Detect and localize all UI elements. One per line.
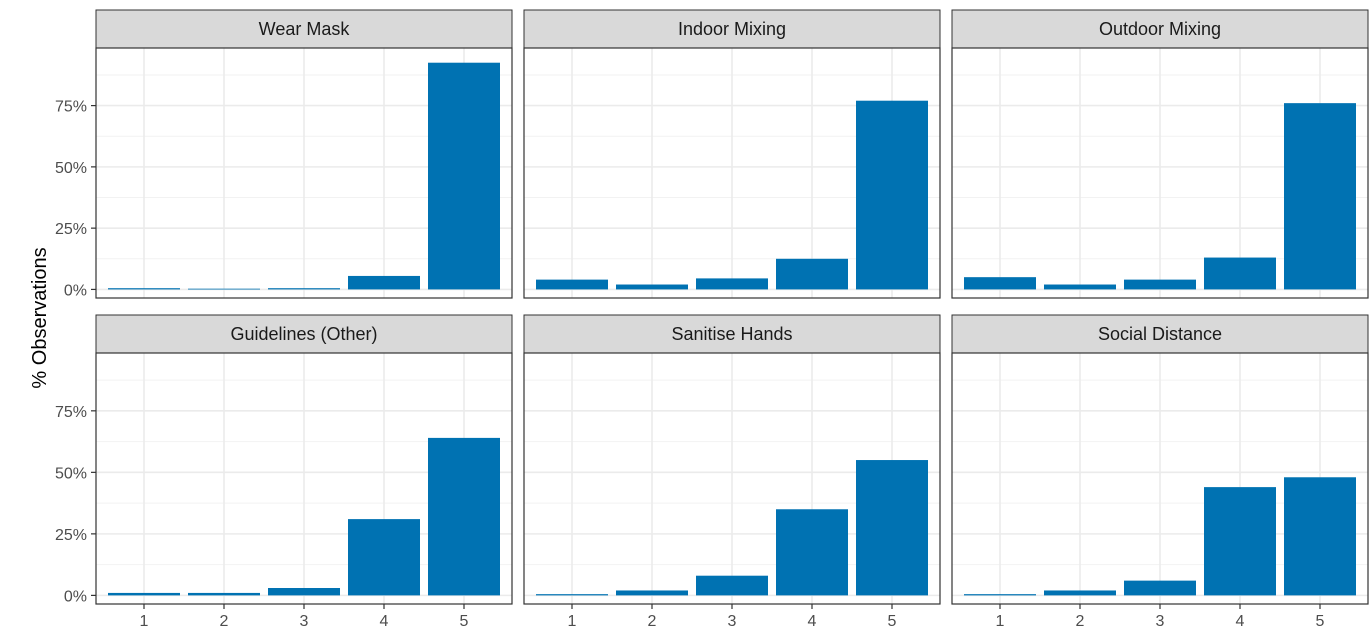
bar <box>1044 590 1116 596</box>
y-tick-label: 25% <box>55 527 87 544</box>
y-tick-label: 50% <box>55 465 87 482</box>
y-tick-label: 75% <box>55 99 87 116</box>
panel-border <box>523 47 941 299</box>
bar <box>348 519 420 596</box>
bar <box>108 288 180 290</box>
facet-panel: Guidelines (Other) 0% 25% 50% 75% 1 2 3 4 5 <box>55 314 513 630</box>
bar <box>268 288 340 290</box>
x-tick-label: 5 <box>888 613 897 630</box>
x-tick-label: 4 <box>808 613 817 630</box>
x-tick-label: 4 <box>380 613 389 630</box>
bar <box>1124 279 1196 290</box>
bar <box>188 592 260 596</box>
bar <box>696 278 768 290</box>
x-tick-label: 2 <box>220 613 229 630</box>
bar <box>964 277 1036 290</box>
bar <box>776 509 848 596</box>
bar <box>1124 580 1196 596</box>
bar <box>856 100 928 290</box>
panel-title: Wear Mask <box>259 19 351 39</box>
x-tick-label: 2 <box>648 613 657 630</box>
x-tick-label: 5 <box>460 613 469 630</box>
bar <box>616 590 688 596</box>
y-tick-label: 25% <box>55 221 87 238</box>
facet-panel: Indoor Mixing <box>523 9 941 299</box>
bar <box>964 594 1036 596</box>
bar <box>536 594 608 596</box>
x-tick-label: 1 <box>996 613 1005 630</box>
bar <box>1044 284 1116 290</box>
x-tick-label: 3 <box>728 613 737 630</box>
panel-title: Social Distance <box>1098 324 1222 344</box>
bar <box>616 284 688 290</box>
bar <box>696 575 768 596</box>
y-tick-label: 75% <box>55 404 87 421</box>
panel-strip <box>523 9 941 49</box>
facet-panel: Wear Mask 0% 25% 50% 75% <box>55 9 513 299</box>
facet-panel: Sanitise Hands 1 2 3 4 5 <box>523 314 941 630</box>
y-tick-label: 0% <box>64 282 87 299</box>
panel-title: Outdoor Mixing <box>1099 19 1221 39</box>
x-tick-label: 1 <box>568 613 577 630</box>
x-tick-label: 1 <box>140 613 149 630</box>
bar <box>536 279 608 290</box>
bar <box>348 275 420 290</box>
x-tick-label: 3 <box>300 613 309 630</box>
bar <box>428 62 500 290</box>
panel-title: Sanitise Hands <box>671 324 792 344</box>
panel-strip <box>523 314 941 354</box>
facet-panel: Social Distance 1 2 3 4 5 <box>951 314 1369 630</box>
panel-strip <box>951 314 1369 354</box>
panel-strip <box>951 9 1369 49</box>
facet-panel: Outdoor Mixing <box>951 9 1369 299</box>
y-axis-title: % Observations <box>29 247 51 388</box>
x-tick-label: 2 <box>1076 613 1085 630</box>
bar <box>776 258 848 290</box>
panel-title: Indoor Mixing <box>678 19 786 39</box>
panel-strip <box>95 314 513 354</box>
bar <box>1284 477 1356 596</box>
bar <box>428 437 500 596</box>
bar <box>268 588 340 596</box>
x-tick-label: 3 <box>1156 613 1165 630</box>
bar <box>856 460 928 596</box>
bar <box>1204 487 1276 596</box>
bar <box>1204 257 1276 290</box>
panel-border <box>951 47 1369 299</box>
panel-title: Guidelines (Other) <box>230 324 377 344</box>
panel-strip <box>95 9 513 49</box>
y-tick-label: 50% <box>55 160 87 177</box>
x-tick-label: 5 <box>1316 613 1325 630</box>
y-tick-label: 0% <box>64 588 87 605</box>
panel-border <box>95 47 513 299</box>
x-tick-label: 4 <box>1236 613 1245 630</box>
bar <box>188 288 260 290</box>
bar <box>108 592 180 596</box>
bar <box>1284 103 1356 290</box>
